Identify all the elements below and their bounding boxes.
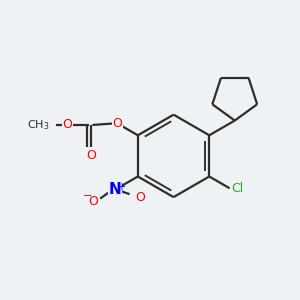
- Text: O: O: [136, 190, 146, 204]
- Text: N: N: [109, 182, 121, 197]
- Text: +: +: [117, 182, 125, 192]
- Text: O: O: [86, 148, 96, 161]
- Text: Cl: Cl: [231, 182, 243, 195]
- Text: CH$_3$: CH$_3$: [27, 118, 50, 132]
- Text: −: −: [83, 191, 92, 201]
- Text: O: O: [112, 117, 122, 130]
- Text: O: O: [62, 118, 72, 131]
- Text: O: O: [88, 195, 98, 208]
